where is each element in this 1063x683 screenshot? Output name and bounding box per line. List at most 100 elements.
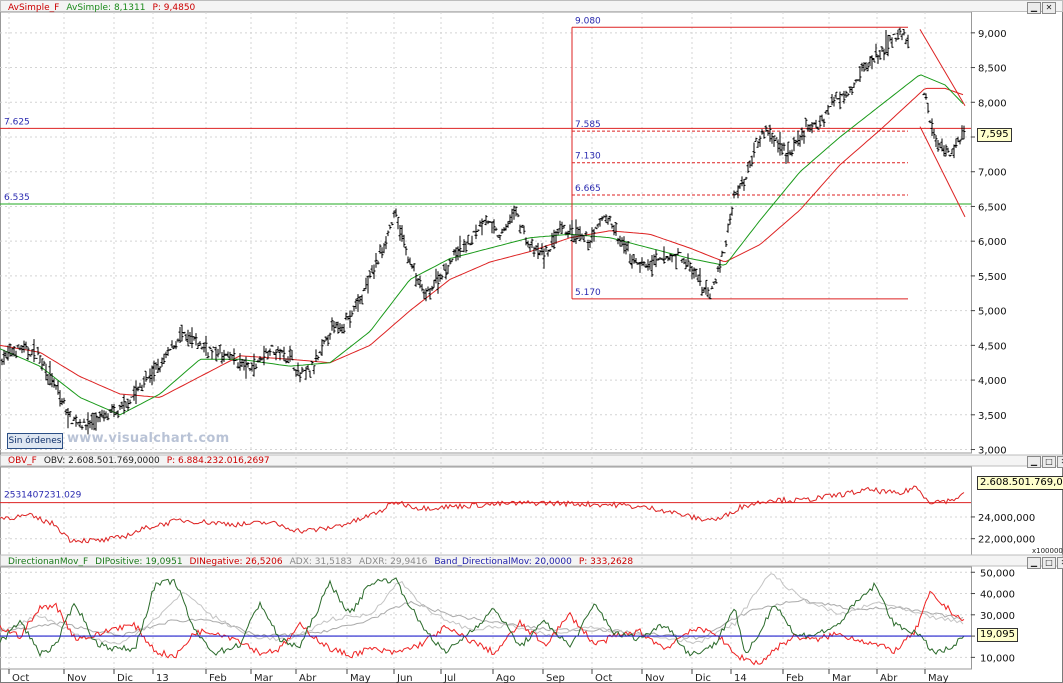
price-bar (168, 348, 172, 351)
x-axis-label: Oct (12, 673, 29, 683)
price-bar (394, 208, 398, 218)
fib-label: 9.080 (575, 16, 601, 26)
price-bar (552, 229, 556, 250)
x-axis-label: Abr (880, 673, 898, 683)
price-bar (162, 353, 166, 364)
price-bar (412, 263, 416, 272)
price-bar (220, 352, 224, 364)
price-bar (804, 117, 808, 128)
price-bar (450, 258, 454, 263)
price-bar (466, 234, 470, 245)
price-bar (232, 348, 236, 365)
minimize-icon[interactable]: ▁ (1027, 557, 1041, 569)
price-bar (574, 219, 578, 244)
price-bar (274, 349, 278, 361)
panel-frame (0, 566, 972, 670)
price-bar (242, 359, 246, 371)
price-bar (310, 360, 314, 366)
price-bar (780, 143, 784, 156)
price-bar (284, 358, 288, 364)
price-bar (372, 264, 376, 279)
price-bar (722, 252, 726, 254)
price-bar (192, 336, 196, 341)
price-bar (594, 226, 598, 230)
price-bar (740, 176, 744, 187)
price-bar (200, 346, 204, 350)
price-bar (686, 253, 690, 267)
price-bar (376, 260, 380, 265)
x-axis-label: Dic (117, 673, 133, 683)
price-bar (772, 135, 776, 147)
price-bar (678, 251, 682, 254)
price-bar (494, 227, 498, 231)
x-axis-label: Feb (786, 673, 804, 683)
price-bar (340, 324, 344, 334)
price-bar (198, 341, 202, 346)
maximize-icon[interactable]: □ (1042, 557, 1056, 569)
price-bar (892, 33, 896, 36)
price-bar (638, 262, 642, 273)
price-bar (150, 365, 154, 386)
price-bar (414, 273, 418, 287)
price-bar (684, 259, 688, 270)
price-bar (10, 347, 14, 357)
price-bar (946, 147, 950, 153)
price-bar (358, 296, 362, 305)
minimize-icon[interactable]: ▁ (1027, 2, 1041, 14)
price-bar (716, 266, 720, 272)
price-bar (630, 255, 634, 269)
maximize-icon[interactable]: □ (1042, 456, 1056, 468)
price-bar (880, 46, 884, 52)
price-bar (944, 144, 948, 157)
di-positive-line (0, 577, 965, 658)
price-bar (90, 412, 94, 430)
x-axis-label: Dic (695, 673, 711, 683)
price-bar (702, 287, 706, 293)
price-bar (474, 224, 478, 240)
close-icon[interactable]: ✕ (1042, 2, 1056, 14)
price-bar (360, 294, 364, 305)
price-bar (764, 125, 768, 132)
price-bar (436, 271, 440, 294)
price-bar (666, 256, 670, 262)
price-bar (582, 235, 586, 243)
price-bar (348, 310, 352, 328)
price-bar (640, 257, 644, 267)
price-bar (14, 350, 18, 359)
price-bar (828, 106, 832, 108)
price-bar (438, 273, 442, 282)
price-bar (538, 250, 542, 256)
price-bar (888, 35, 892, 42)
minimize-icon[interactable]: ▁ (1027, 456, 1041, 468)
price-bar (876, 54, 880, 64)
price-bar (428, 287, 432, 300)
price-bar (790, 149, 794, 157)
orders-button[interactable]: Sin órdenes (7, 433, 63, 449)
y-axis-label: 9,000 (978, 29, 1007, 40)
price-bar (138, 382, 142, 388)
obv-panel-window-buttons: ▁ □ ✕ (1027, 456, 1063, 468)
price-bar (906, 34, 910, 49)
price-bar (462, 239, 466, 253)
price-bar (606, 217, 610, 225)
price-bar (324, 336, 328, 341)
close-icon[interactable]: ✕ (1057, 456, 1063, 468)
price-bar (174, 341, 178, 350)
price-bar (460, 250, 464, 252)
x-axis-label: Jun (396, 673, 413, 683)
panel-frame (0, 466, 972, 557)
close-icon[interactable]: ✕ (1057, 557, 1063, 569)
price-bar (222, 349, 226, 362)
price-bar (540, 243, 544, 256)
price-bar (746, 162, 750, 174)
price-bar (870, 55, 874, 70)
y-axis-label: 5,000 (978, 307, 1007, 318)
price-bar (776, 139, 780, 153)
price-bar (844, 90, 848, 98)
price-bar (852, 82, 856, 88)
price-bar (308, 370, 312, 378)
price-bar (900, 33, 904, 41)
price-bar (268, 348, 272, 356)
moving-average-fast-line (0, 74, 964, 416)
price-bar (94, 412, 98, 431)
